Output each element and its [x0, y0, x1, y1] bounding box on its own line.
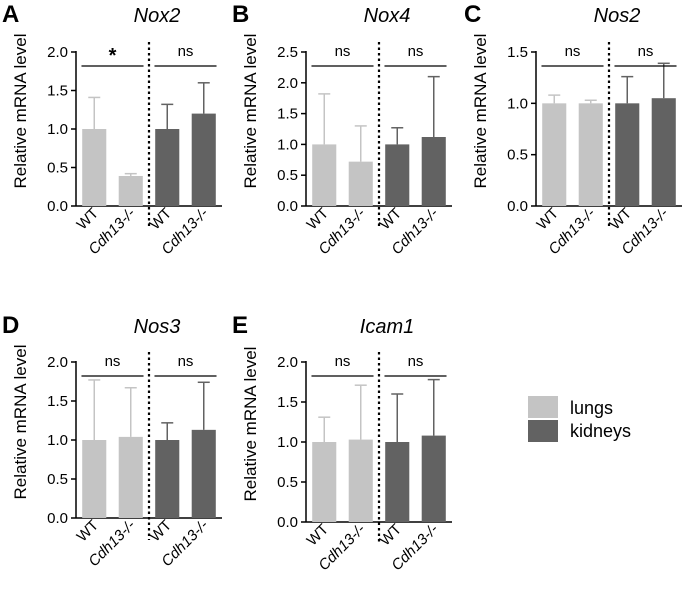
bar: [191, 113, 216, 206]
bar: [312, 144, 337, 206]
x-tick-label: WT: [304, 205, 333, 234]
y-tick-label: 2.5: [277, 44, 298, 61]
legend-swatch-kidneys: [528, 420, 558, 442]
panel-title: Nox2: [134, 5, 181, 27]
y-tick-label: 0.5: [47, 471, 68, 488]
bar: [651, 98, 676, 206]
y-tick-label: 0.5: [277, 167, 298, 184]
bar: [421, 137, 446, 206]
bar: [348, 439, 373, 522]
y-tick-label: 0.5: [507, 147, 528, 164]
y-axis-label: Relative mRNA level: [11, 34, 30, 189]
panel-d: D Nos3 Relative mRNA level 0.0 0.5 1.0 1.5 2.0 W…: [2, 312, 222, 570]
y-tick-label: 1.0: [47, 121, 68, 138]
y-tick-label: 1.5: [277, 106, 298, 123]
y-tick-label: 1.0: [507, 95, 528, 112]
bar: [421, 435, 446, 522]
y-tick-label: 0.5: [47, 160, 68, 177]
x-tick-label: WT: [147, 205, 176, 234]
panel-letter: E: [232, 312, 248, 339]
bar: [312, 442, 337, 522]
y-tick-label: 0.5: [277, 474, 298, 491]
panel-letter: C: [464, 1, 481, 28]
bar: [385, 144, 410, 206]
y-tick-label: 1.0: [47, 432, 68, 449]
bar: [118, 436, 143, 518]
panel-letter: B: [232, 1, 249, 28]
x-tick-label: WT: [74, 517, 103, 546]
significance-label: *: [109, 45, 117, 67]
x-tick-label: WT: [377, 521, 406, 550]
x-tick-label: WT: [147, 517, 176, 546]
panel-letter: D: [2, 312, 19, 339]
y-tick-label: 1.0: [277, 136, 298, 153]
y-axis-label: Relative mRNA level: [11, 345, 30, 500]
x-tick-label: WT: [377, 205, 406, 234]
panel-a: A Nox2 Relative mRNA level 0.0 0.5 1.0 1.5 2.0 W…: [2, 1, 222, 258]
y-tick-label: 0.0: [277, 514, 298, 531]
y-tick-label: 1.0: [277, 434, 298, 451]
legend-swatch-lungs: [528, 396, 558, 418]
y-axis-label: Relative mRNA level: [241, 34, 260, 189]
legend-label-kidneys: kidneys: [570, 421, 631, 441]
y-tick-label: 2.0: [47, 44, 68, 61]
y-tick-label: 1.5: [47, 83, 68, 100]
significance-label: ns: [408, 353, 424, 370]
bar: [191, 429, 216, 518]
bar: [578, 103, 603, 206]
bar: [82, 440, 107, 518]
significance-label: ns: [105, 353, 121, 370]
significance-label: ns: [335, 353, 351, 370]
y-tick-label: 2.0: [47, 354, 68, 371]
panel-title: Icam1: [360, 316, 414, 338]
y-axis-label: Relative mRNA level: [471, 34, 490, 189]
significance-label: ns: [178, 43, 194, 60]
bar: [348, 161, 373, 206]
panel-b: B Nox4 Relative mRNA level 0.0 0.5 1.0 1.5 2.0 2…: [232, 1, 452, 258]
x-tick-label: WT: [304, 521, 333, 550]
significance-label: ns: [335, 43, 351, 60]
y-tick-label: 2.0: [277, 354, 298, 371]
bar: [615, 103, 640, 206]
panel-e: E Icam1 Relative mRNA level 0.0 0.5 1.0 1.5 2.0…: [232, 312, 452, 574]
y-tick-label: 0.0: [47, 510, 68, 527]
bar: [155, 440, 180, 518]
bar: [155, 129, 180, 206]
x-tick-label: WT: [607, 205, 636, 234]
panel-title: Nos3: [134, 316, 181, 338]
x-tick-label: WT: [534, 205, 563, 234]
bar: [385, 442, 410, 522]
y-tick-label: 0.0: [507, 198, 528, 215]
panel-title: Nox4: [364, 5, 411, 27]
significance-label: ns: [565, 43, 581, 60]
x-tick-label: WT: [74, 205, 103, 234]
significance-label: ns: [638, 43, 654, 60]
significance-label: ns: [408, 43, 424, 60]
bar: [118, 175, 143, 206]
bar: [82, 129, 107, 206]
y-tick-label: 0.0: [47, 198, 68, 215]
y-axis-label: Relative mRNA level: [241, 347, 260, 502]
legend: lungs kidneys: [528, 396, 631, 442]
y-tick-label: 1.5: [47, 393, 68, 410]
y-tick-label: 0.0: [277, 198, 298, 215]
y-tick-label: 2.0: [277, 75, 298, 92]
significance-label: ns: [178, 353, 194, 370]
bar: [542, 103, 567, 206]
panel-letter: A: [2, 1, 19, 28]
y-tick-label: 1.5: [507, 44, 528, 61]
panel-title: Nos2: [594, 5, 641, 27]
y-tick-label: 1.5: [277, 394, 298, 411]
legend-label-lungs: lungs: [570, 398, 613, 418]
